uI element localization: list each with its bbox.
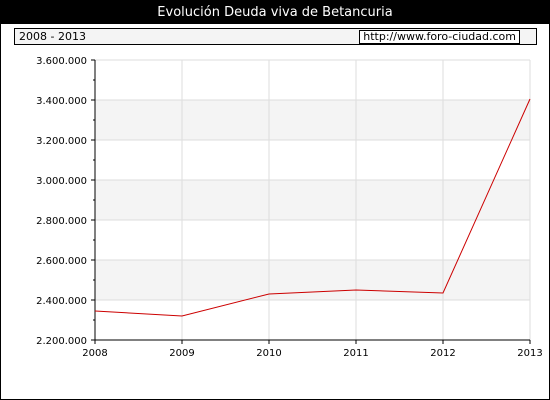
- y-tick-label: 2.200.000: [36, 336, 87, 347]
- plot-band: [95, 180, 530, 220]
- y-tick-label: 3.400.000: [36, 96, 87, 107]
- chart-title: Evolución Deuda viva de Betancuria: [1, 1, 549, 24]
- y-tick-label: 3.000.000: [36, 176, 87, 187]
- plot-band: [95, 260, 530, 300]
- y-tick-label: 3.600.000: [36, 56, 87, 67]
- y-tick-label: 2.600.000: [36, 256, 87, 267]
- y-tick-label: 2.800.000: [36, 216, 87, 227]
- x-tick-label: 2011: [343, 348, 368, 359]
- x-tick-label: 2008: [82, 348, 107, 359]
- info-bar: 2008 - 2013 http://www.foro-ciudad.com: [14, 28, 537, 45]
- series-group: [94, 98, 531, 317]
- period-label: 2008 - 2013: [19, 30, 86, 43]
- source-url-link[interactable]: http://www.foro-ciudad.com: [359, 30, 520, 44]
- plot-band: [95, 100, 530, 140]
- y-tick-label: 2.400.000: [36, 296, 87, 307]
- y-axis-ticks: 2.200.000 2.400.000 2.600.000 2.800.000 3.00…: [36, 56, 95, 347]
- x-tick-label: 2009: [169, 348, 194, 359]
- x-tick-label: 2010: [256, 348, 281, 359]
- x-axis-ticks: 2008 2009 2010 2011 2012 2013: [82, 340, 543, 359]
- x-tick-label: 2012: [430, 348, 455, 359]
- series-line: [94, 98, 531, 317]
- plot-bands: [95, 100, 530, 300]
- y-tick-label: 3.200.000: [36, 136, 87, 147]
- x-tick-label: 2013: [517, 348, 542, 359]
